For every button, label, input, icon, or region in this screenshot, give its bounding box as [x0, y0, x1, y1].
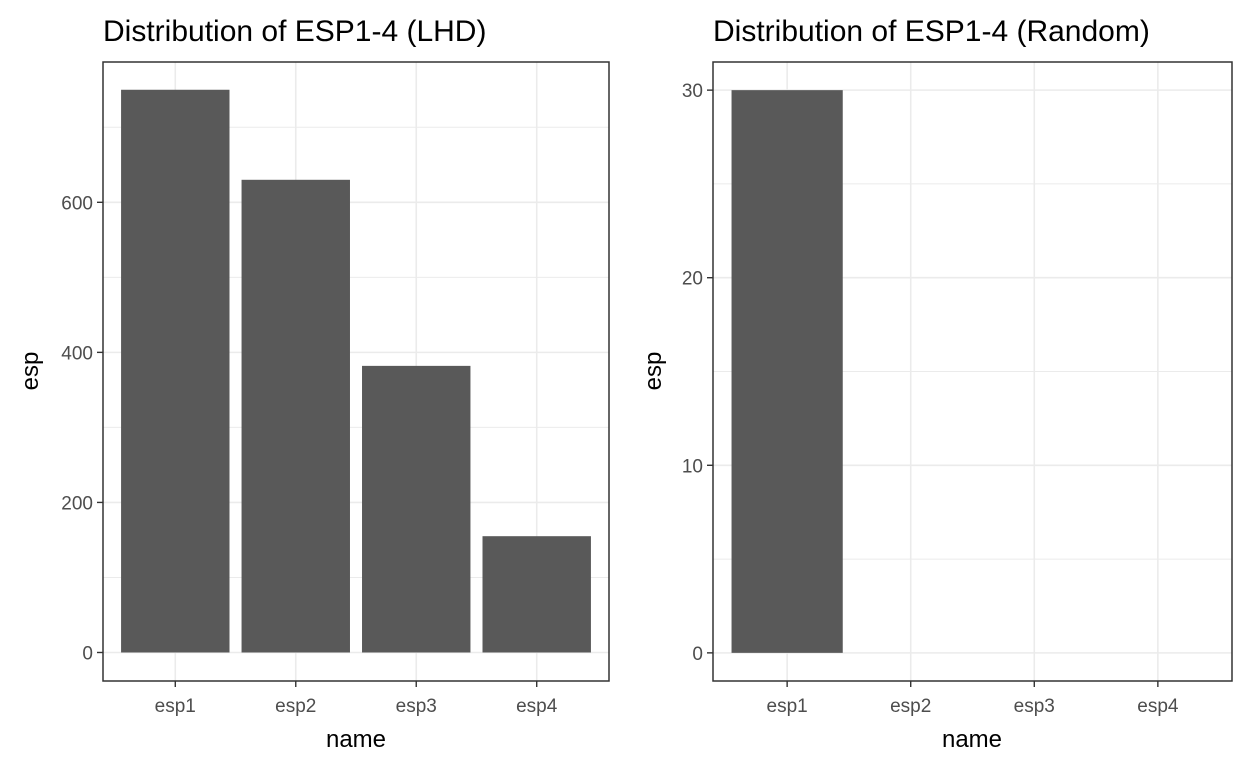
x-tick-label: esp4 [516, 696, 558, 717]
x-axis-title: name [326, 726, 386, 753]
axis-ticks: 0 200 400 600 esp1 esp2 esp3 esp4 [61, 193, 557, 717]
axis-ticks: 0 10 20 30 esp1 esp2 esp3 esp4 [682, 81, 1179, 717]
chart-title: Distribution of ESP1-4 (LHD) [103, 15, 486, 48]
bar-esp1 [121, 89, 230, 653]
panel-border [102, 61, 610, 682]
y-tick-label: 30 [682, 81, 703, 102]
y-tick-label: 10 [682, 456, 703, 477]
y-tick-label: 0 [82, 643, 93, 664]
bar-esp1 [731, 90, 843, 653]
y-tick-label: 0 [692, 644, 703, 665]
x-tick-label: esp1 [767, 696, 808, 717]
chart-random: Distribution of ESP1-4 (Random) 0 10 20 30 e… [640, 15, 1233, 753]
bars [731, 90, 843, 653]
bar-esp3 [362, 365, 471, 653]
y-tick-label: 200 [61, 493, 93, 514]
x-tick-label: esp3 [396, 696, 437, 717]
y-tick-label: 600 [61, 193, 93, 214]
y-tick-label: 20 [682, 269, 703, 290]
y-axis-title: esp [17, 352, 44, 391]
x-tick-label: esp2 [275, 696, 316, 717]
bar-esp2 [241, 179, 350, 653]
bars [121, 89, 591, 653]
y-tick-label: 400 [61, 343, 93, 364]
chart-title: Distribution of ESP1-4 (Random) [713, 15, 1150, 48]
x-tick-label: esp4 [1137, 696, 1179, 717]
x-tick-label: esp2 [890, 696, 931, 717]
bar-esp4 [482, 536, 591, 653]
chart-lhd: Distribution of ESP1-4 (LHD) 0 200 400 600 e… [17, 15, 610, 753]
x-tick-label: esp3 [1014, 696, 1055, 717]
panel-border [712, 61, 1233, 682]
x-tick-label: esp1 [155, 696, 196, 717]
x-axis-title: name [942, 726, 1002, 753]
y-axis-title: esp [640, 352, 667, 391]
